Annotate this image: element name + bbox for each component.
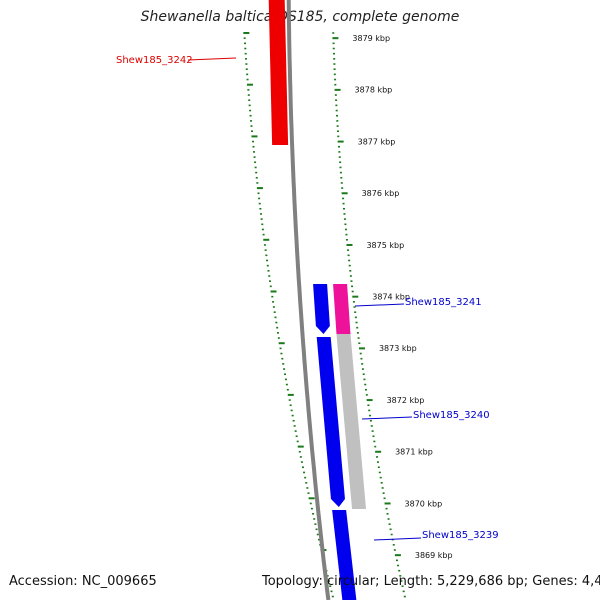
ruler-tick-label: 3872 kbp (387, 396, 425, 405)
topology-text: Topology: circular; Length: 5,229,686 bp… (262, 574, 600, 589)
gene-block-shew185-3239-c (332, 510, 357, 600)
label-leader-line (373, 537, 422, 541)
accession-text: Accession: NC_009665 (9, 574, 157, 589)
ruler-tick-label: 3875 kbp (366, 241, 404, 250)
gene-block-shew185-3240 (336, 334, 367, 509)
gene-block-shew185-3242 (268, 0, 289, 145)
ruler-tick-label: 3877 kbp (358, 137, 396, 146)
label-leader-line (354, 303, 405, 307)
gene-block-shew185-3241 (333, 284, 351, 334)
ruler-tick-label: 3873 kbp (379, 344, 417, 353)
ruler-tick-label: 3871 kbp (395, 448, 433, 457)
ruler-tick-label: 3876 kbp (362, 189, 400, 198)
gene-block-shew185-3239-a (313, 284, 330, 334)
ruler-tick-label: 3870 kbp (405, 499, 443, 508)
gene-label-shew185-3240: Shew185_3240 (413, 410, 490, 421)
ruler-tick-label: 3879 kbp (352, 34, 390, 43)
gene-label-shew185-3242: Shew185_3242 (116, 55, 193, 66)
label-leader-line (187, 57, 237, 61)
genome-backbone (286, 0, 331, 600)
gene-block-shew185-3239-b (316, 337, 345, 507)
ruler-tick-label: 3874 kbp (372, 293, 410, 302)
ruler-tick-label: 3869 kbp (415, 551, 453, 560)
gene-label-shew185-3241: Shew185_3241 (405, 297, 482, 308)
label-leader-line (361, 416, 413, 420)
gene-label-shew185-3239: Shew185_3239 (422, 530, 499, 541)
genome-title: Shewanella baltica OS185, complete genom… (140, 9, 460, 25)
ruler-tick-label: 3878 kbp (355, 86, 393, 95)
